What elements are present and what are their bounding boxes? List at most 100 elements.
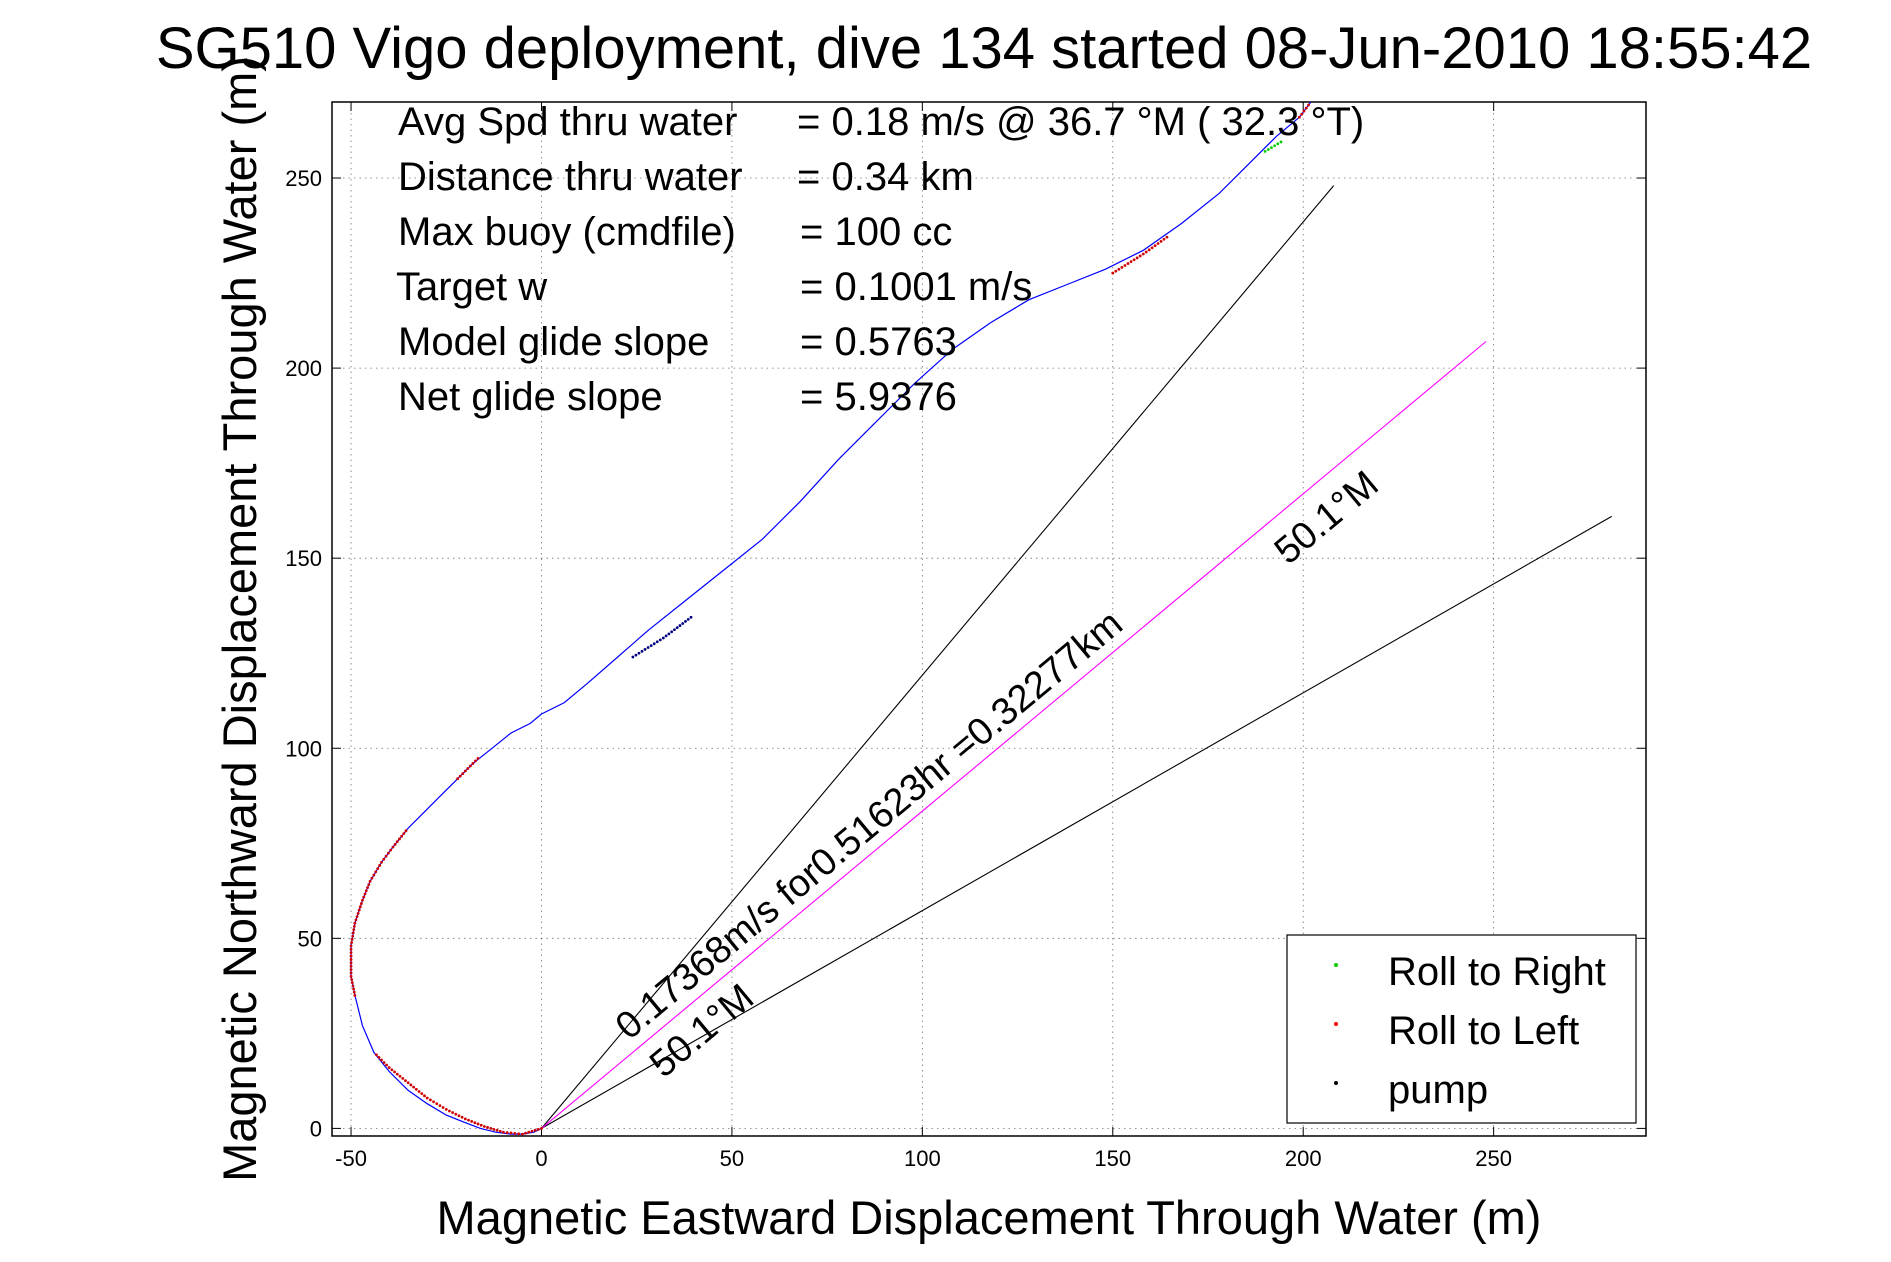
legend-marker [1334, 963, 1338, 967]
roll-left-marker [374, 870, 378, 874]
roll-left-marker [350, 941, 353, 945]
y-tick-label: 0 [310, 1116, 322, 1141]
track-line [350, 102, 1312, 1135]
legend-label: Roll to Left [1388, 1009, 1579, 1053]
roll-left-marker [466, 767, 470, 770]
pump-marker [686, 617, 690, 621]
roll-left-marker [385, 1063, 388, 1067]
roll-left-marker [387, 1066, 391, 1069]
roll-left-marker [1123, 264, 1127, 267]
roll-left-marker [362, 895, 366, 899]
pump-marker [678, 624, 682, 627]
roll-left-marker [457, 1114, 461, 1118]
roll-left-marker [352, 924, 356, 928]
info-label: Target w [396, 265, 547, 309]
roll-left-marker [352, 928, 356, 932]
roll-left-marker [513, 1131, 517, 1135]
roll-left-marker [378, 864, 382, 867]
roll-left-marker [489, 1126, 493, 1130]
heading-lines [541, 185, 1612, 1129]
roll-left-marker [444, 1107, 448, 1111]
roll-left-marker [1120, 265, 1124, 269]
roll-left-marker [492, 1127, 496, 1131]
roll-left-marker [435, 1102, 439, 1106]
roll-left-marker [404, 1079, 407, 1083]
pump-marker [670, 630, 674, 634]
line-heading_upper [541, 185, 1335, 1129]
roll-left-marker [350, 981, 354, 985]
x-tick-label: 50 [720, 1146, 744, 1171]
roll-left-marker [517, 1132, 521, 1136]
roll-left-marker [356, 911, 360, 915]
roll-left-marker [377, 1056, 381, 1059]
roll-left-marker [448, 1109, 451, 1113]
roll-right-marker [1270, 146, 1273, 150]
roll-left-marker [352, 990, 356, 994]
roll-left-marker [527, 1130, 531, 1134]
roll-left-marker [454, 1112, 458, 1116]
pump-marker [646, 646, 650, 649]
roll-left-marker [401, 1077, 405, 1080]
roll-left-marker [386, 851, 390, 855]
roll-left-marker [349, 974, 353, 978]
pump-marker [640, 649, 644, 653]
roll-left-marker [380, 860, 383, 864]
roll-left-marker [470, 1120, 474, 1123]
roll-left-marker [441, 1106, 445, 1109]
roll-left-marker [530, 1129, 534, 1133]
roll-left-marker [395, 1072, 399, 1076]
roll-left-marker [349, 944, 353, 948]
roll-left-marker [1147, 248, 1151, 252]
roll-left-marker [393, 1070, 396, 1074]
roll-left-marker [428, 1098, 432, 1102]
roll-right-marker [1266, 148, 1270, 151]
roll-right-marker [1273, 144, 1277, 148]
roll-left-marker [398, 1074, 402, 1078]
roll-left-marker [420, 1092, 424, 1096]
y-axis-label: Magnetic Northward Displacement Through … [213, 56, 266, 1182]
roll-left-marker [1129, 260, 1133, 264]
pump-marker [675, 626, 679, 630]
info-block: Avg Spd thru water = 0.18 m/s @ 36.7 °M (… [396, 100, 1364, 419]
pump-marker [655, 640, 659, 644]
roll-left-marker [353, 921, 357, 925]
x-tick-label: -50 [335, 1146, 367, 1171]
legend-marker [1334, 1022, 1338, 1026]
roll-left-marker [349, 951, 353, 955]
info-value: = 0.18 m/s @ 36.7 °M ( 32.3 °T) [797, 100, 1364, 144]
roll-left-marker [368, 879, 372, 883]
roll-right-marker [1279, 140, 1283, 144]
line-mean_current [541, 341, 1487, 1129]
y-tick-label: 250 [285, 166, 322, 191]
pump-marker [631, 655, 635, 659]
roll-left-marker [1111, 271, 1115, 275]
roll-left-marker [349, 964, 353, 968]
pump-marker [661, 636, 665, 640]
roll-left-marker [473, 1121, 477, 1125]
roll-left-marker [425, 1096, 429, 1100]
roll-left-marker [423, 1094, 426, 1098]
roll-left-marker [540, 1126, 543, 1130]
info-label: Avg Spd thru water [398, 100, 737, 144]
x-tick-label: 100 [904, 1146, 941, 1171]
roll-left-marker [536, 1127, 540, 1131]
roll-left-marker [375, 1053, 378, 1057]
roll-left-marker [354, 918, 358, 922]
legend-box [1286, 934, 1637, 1124]
y-tick-label: 200 [285, 356, 322, 381]
roll-left-marker [509, 1131, 513, 1135]
roll-left-marker [353, 993, 357, 997]
roll-left-marker [495, 1128, 499, 1132]
roll-left-marker [412, 1085, 416, 1089]
roll-left-marker [1150, 246, 1154, 250]
roll-left-marker [358, 905, 362, 909]
roll-left-marker [1114, 269, 1118, 273]
roll-left-marker [384, 854, 388, 858]
legend: Roll to Right Roll to Left pump [1286, 934, 1637, 1124]
pump-marker [681, 622, 685, 625]
roll-left-marker [460, 1115, 464, 1119]
roll-left-marker [1156, 242, 1160, 245]
info-value: = 100 cc [800, 210, 952, 254]
roll-left-marker [479, 1123, 483, 1127]
roll-left-marker [398, 837, 401, 841]
